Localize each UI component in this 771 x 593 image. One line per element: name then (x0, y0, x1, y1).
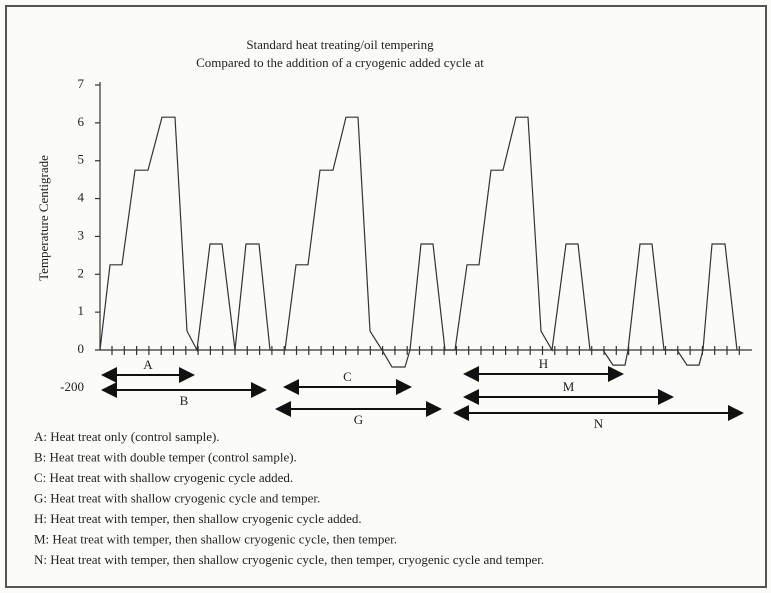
y-tick-label: 6 (78, 114, 85, 129)
legend-note: M: Heat treat with temper, then shallow … (34, 531, 397, 546)
range-label: M (563, 379, 575, 394)
y-tick-label: 1 (78, 303, 85, 318)
chart-subtitle: Compared to the addition of a cryogenic … (196, 55, 484, 70)
y-tick-label: 4 (78, 190, 85, 205)
range-label: N (594, 416, 604, 431)
frame (5, 5, 767, 588)
legend-note: G: Heat treat with shallow cryogenic cyc… (34, 490, 320, 505)
legend-note: C: Heat treat with shallow cryogenic cyc… (34, 470, 293, 485)
y-tick-label: 3 (78, 227, 85, 242)
range-label: A (143, 357, 153, 372)
range-label: C (343, 369, 352, 384)
y-tick-label: 7 (78, 76, 85, 91)
legend-note: B: Heat treat with double temper (contro… (34, 449, 297, 464)
y-axis-label: Temperature Centigrade (36, 155, 51, 281)
legend-note: H: Heat treat with temper, then shallow … (34, 511, 362, 526)
chart-title: Standard heat treating/oil tempering (246, 37, 434, 52)
temperature-line (99, 116, 738, 368)
legend-note: A: Heat treat only (control sample). (34, 429, 220, 444)
y-tick-label: 5 (78, 152, 85, 167)
legend-note: N: Heat treat with temper, then shallow … (34, 552, 544, 567)
range-label: H (539, 356, 548, 371)
annotation: -200 (60, 379, 84, 394)
y-tick-label: 0 (78, 341, 85, 356)
y-tick-label: 2 (78, 265, 85, 280)
range-label: G (354, 412, 363, 427)
range-label: B (180, 393, 189, 408)
